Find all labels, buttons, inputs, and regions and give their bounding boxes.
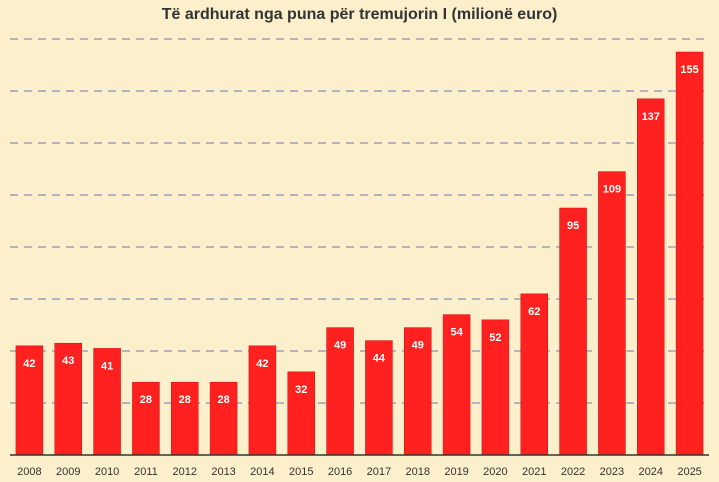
data-label: 62: [528, 306, 540, 318]
bar: [54, 342, 82, 456]
data-label: 155: [680, 64, 698, 76]
x-tick-label: 2025: [677, 466, 701, 478]
bar: [209, 381, 238, 456]
data-label: 28: [179, 394, 191, 406]
x-tick-label: 2023: [600, 466, 624, 478]
bar: [520, 293, 548, 456]
x-tick-label: 2013: [211, 466, 235, 478]
x-tick-label: 2021: [522, 466, 546, 478]
bar: [481, 319, 510, 456]
x-tick-label: 2017: [367, 466, 391, 478]
bar: [637, 98, 665, 456]
data-label: 28: [217, 394, 229, 406]
data-label: 28: [140, 394, 152, 406]
x-tick-label: 2018: [406, 466, 430, 478]
x-tick-label: 2020: [483, 466, 507, 478]
data-label: 41: [101, 360, 113, 372]
data-label: 52: [489, 332, 501, 344]
bar: [132, 381, 160, 456]
data-label: 109: [603, 184, 621, 196]
bar: [287, 371, 315, 456]
bar: [365, 340, 393, 456]
bar: [248, 345, 277, 456]
data-label: 44: [373, 353, 386, 365]
x-tick-label: 2019: [444, 466, 468, 478]
bar: [171, 381, 199, 456]
bar: [15, 345, 44, 456]
x-tick-label: 2011: [134, 466, 158, 478]
data-label: 42: [256, 358, 268, 370]
x-tick-label: 2012: [173, 466, 197, 478]
bar: [442, 314, 471, 456]
x-tick-label: 2015: [289, 466, 313, 478]
x-tick-label: 2008: [17, 466, 41, 478]
x-tick-label: 2010: [95, 466, 119, 478]
data-label: 54: [450, 327, 463, 339]
data-label: 42: [23, 358, 35, 370]
x-tick-label: 2024: [639, 466, 663, 478]
data-label: 49: [412, 340, 424, 352]
x-tick-label: 2009: [56, 466, 80, 478]
bar: [93, 348, 121, 456]
bar: [598, 171, 626, 456]
x-tick-label: 2022: [561, 466, 585, 478]
chart-title: Të ardhurat nga puna për tremujorin I (m…: [161, 6, 558, 23]
data-label: 95: [567, 220, 579, 232]
data-label: 137: [642, 111, 660, 123]
bar: [675, 51, 704, 456]
data-label: 43: [62, 355, 74, 367]
data-label: 32: [295, 384, 307, 396]
x-tick-label: 2016: [328, 466, 352, 478]
bar: [559, 207, 587, 456]
data-label: 49: [334, 340, 346, 352]
x-tick-label: 2014: [250, 466, 274, 478]
